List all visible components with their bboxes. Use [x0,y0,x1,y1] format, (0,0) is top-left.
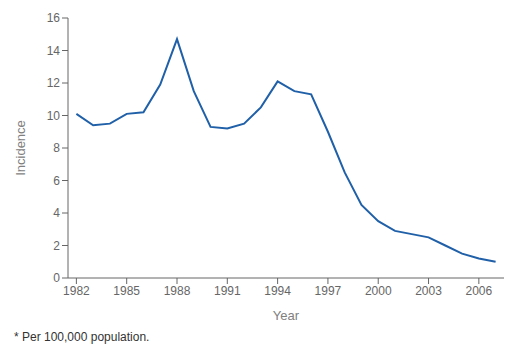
svg-text:12: 12 [47,76,61,90]
svg-text:16: 16 [47,11,61,25]
svg-text:2: 2 [53,239,60,253]
svg-text:1988: 1988 [164,284,191,298]
svg-text:14: 14 [47,44,61,58]
svg-text:0: 0 [53,271,60,285]
svg-text:1994: 1994 [264,284,291,298]
svg-text:Incidence: Incidence [13,120,28,176]
svg-text:1997: 1997 [315,284,342,298]
svg-text:1982: 1982 [63,284,90,298]
svg-text:Year: Year [273,308,300,323]
svg-text:8: 8 [53,141,60,155]
svg-text:2000: 2000 [365,284,392,298]
svg-text:4: 4 [53,206,60,220]
svg-text:2006: 2006 [465,284,492,298]
svg-text:1991: 1991 [214,284,241,298]
html-text:* Per 100,000 population.: * Per 100,000 population. [14,330,150,344]
svg-text:2003: 2003 [415,284,442,298]
svg-text:1985: 1985 [113,284,140,298]
svg-text:6: 6 [53,174,60,188]
svg-text:10: 10 [47,109,61,123]
